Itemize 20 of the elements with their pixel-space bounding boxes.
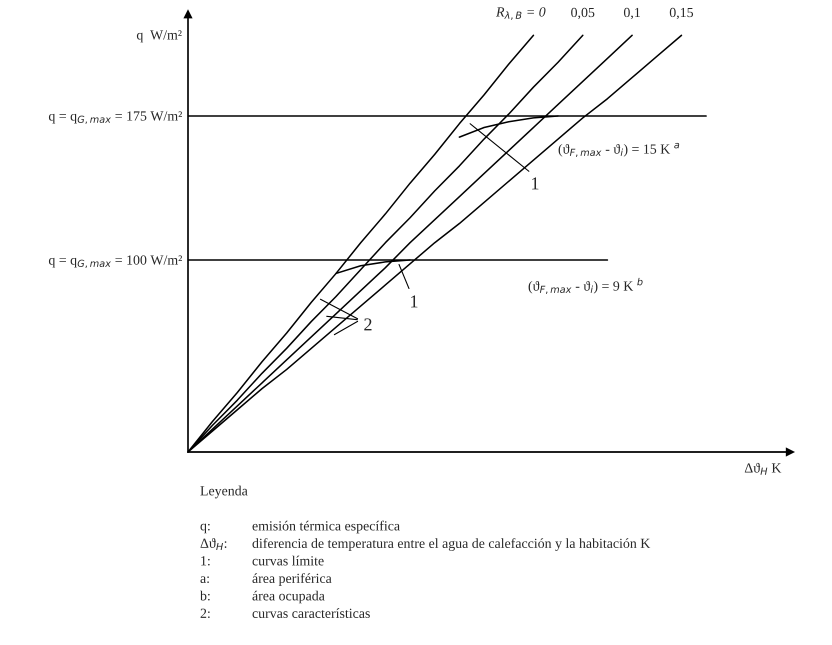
text: q: emisión térmica específica: [200, 520, 400, 534]
text: b: área ocupada: [200, 590, 325, 604]
text: Δϑ$_{H}$: diferencia de temperatura entre el agua de calefacción y la habitación K: [200, 538, 650, 551]
y-tick-label: q = q$_{G,max}$ = 100 W/m²: [48, 255, 182, 268]
text: Leyenda: [200, 486, 248, 498]
y-axis-title: q W/m²: [136, 30, 182, 42]
annotation: (ϑ$_{F,max}$ - ϑ$_{i}$) = 15 K $^{a}$: [558, 142, 680, 158]
series-label: 0,15: [670, 8, 694, 20]
annotation: 1: [411, 295, 418, 308]
annotation: (ϑ$_{F,max}$ - ϑ$_{i}$) = 9 K $^{b}$: [528, 278, 643, 294]
text: 2: curvas características: [200, 608, 370, 618]
series-label: 0,1: [624, 8, 640, 20]
series-label: 0,05: [571, 8, 594, 20]
text: 1: curvas límite: [201, 556, 324, 566]
x-axis-title: Δϑ$_{H}$ K: [744, 462, 782, 475]
text: a: área periférica: [200, 573, 332, 586]
annotation: 1: [532, 177, 538, 190]
series-label: R$_{λ,B}$ = 0: [496, 7, 546, 20]
y-tick-label: q = q$_{G,max}$ = 175 W/m²: [48, 111, 182, 124]
annotation: 2: [364, 318, 372, 330]
